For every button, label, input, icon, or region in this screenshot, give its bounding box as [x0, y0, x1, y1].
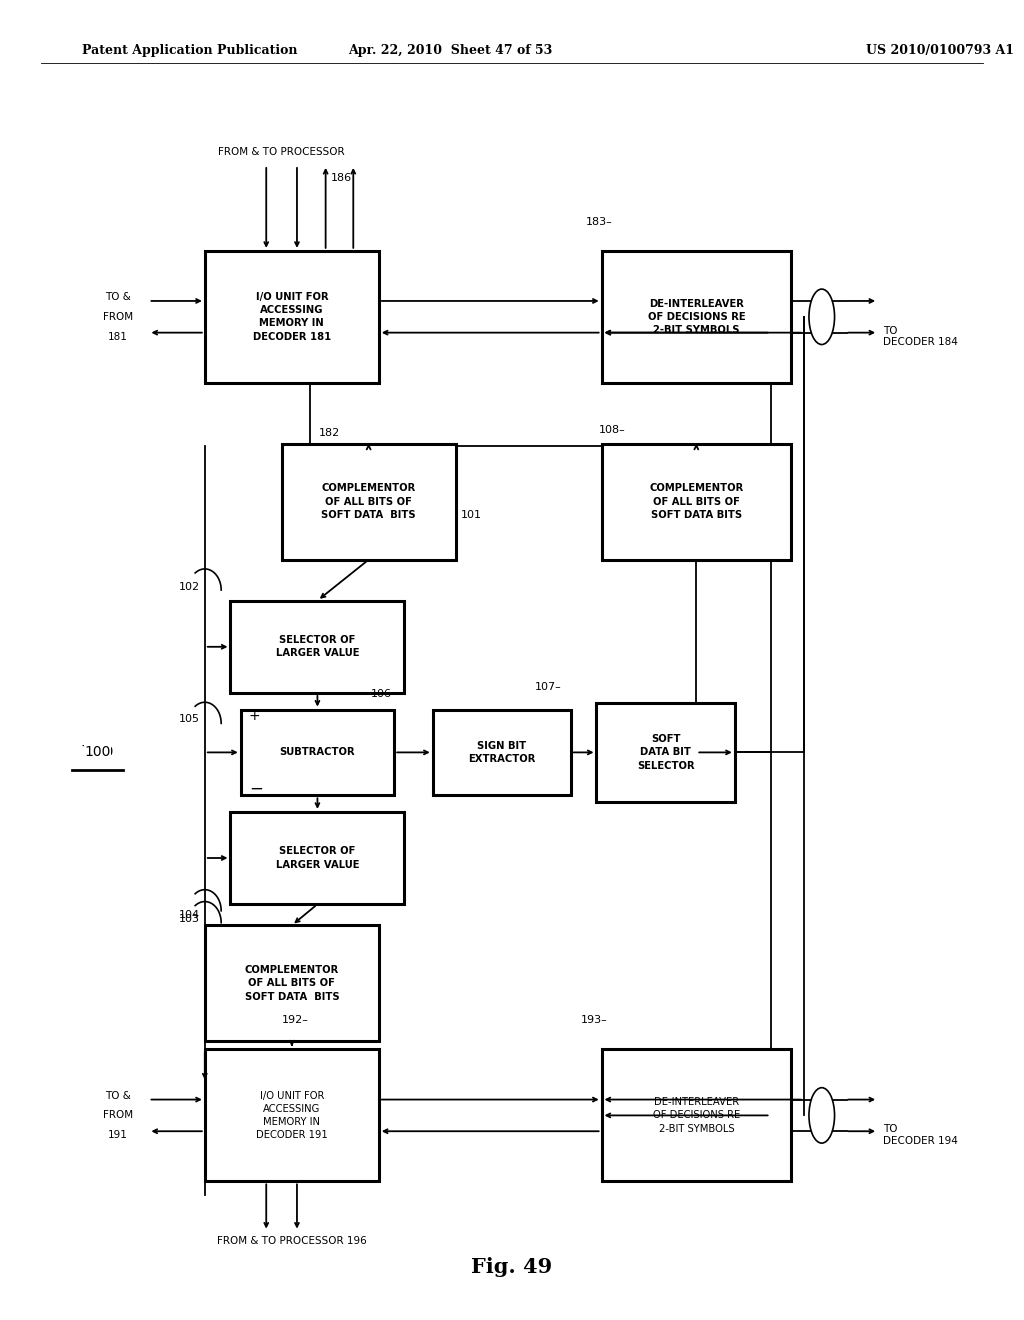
FancyBboxPatch shape	[241, 710, 394, 795]
Text: 192–: 192–	[282, 1015, 308, 1026]
Text: SIGN BIT
EXTRACTOR: SIGN BIT EXTRACTOR	[468, 741, 536, 764]
Text: 191: 191	[108, 1130, 128, 1140]
Text: DE-INTERLEAVER
OF DECISIONS RE
2-BIT SYMBOLS: DE-INTERLEAVER OF DECISIONS RE 2-BIT SYM…	[652, 1097, 740, 1134]
FancyBboxPatch shape	[230, 812, 404, 904]
Text: US 2010/0100793 A1: US 2010/0100793 A1	[865, 44, 1014, 57]
FancyBboxPatch shape	[602, 251, 791, 383]
Text: 103: 103	[178, 913, 200, 924]
Text: −: −	[249, 780, 263, 797]
Text: SELECTOR OF
LARGER VALUE: SELECTOR OF LARGER VALUE	[275, 846, 359, 870]
Text: 105: 105	[178, 714, 200, 725]
Text: ¯100: ¯100	[81, 746, 114, 759]
Text: 181: 181	[108, 331, 128, 342]
Text: 183–: 183–	[586, 216, 613, 227]
Text: 102: 102	[178, 582, 200, 593]
Text: FROM & TO PROCESSOR: FROM & TO PROCESSOR	[218, 147, 345, 157]
Text: Fig. 49: Fig. 49	[471, 1257, 553, 1278]
FancyBboxPatch shape	[205, 251, 379, 383]
Text: +: +	[249, 709, 260, 723]
Text: I/O UNIT FOR
ACCESSING
MEMORY IN
DECODER 191: I/O UNIT FOR ACCESSING MEMORY IN DECODER…	[256, 1090, 328, 1140]
Text: COMPLEMENTOR
OF ALL BITS OF
SOFT DATA BITS: COMPLEMENTOR OF ALL BITS OF SOFT DATA BI…	[649, 483, 743, 520]
Text: TO
DECODER 194: TO DECODER 194	[884, 1125, 958, 1146]
FancyBboxPatch shape	[596, 702, 735, 801]
Text: TO &: TO &	[104, 1090, 131, 1101]
Text: DE-INTERLEAVER
OF DECISIONS RE
2-BIT SYMBOLS: DE-INTERLEAVER OF DECISIONS RE 2-BIT SYM…	[647, 298, 745, 335]
Text: Patent Application Publication: Patent Application Publication	[82, 44, 297, 57]
Text: SELECTOR OF
LARGER VALUE: SELECTOR OF LARGER VALUE	[275, 635, 359, 659]
Text: COMPLEMENTOR
OF ALL BITS OF
SOFT DATA  BITS: COMPLEMENTOR OF ALL BITS OF SOFT DATA BI…	[322, 483, 416, 520]
FancyBboxPatch shape	[602, 444, 791, 560]
Ellipse shape	[809, 1088, 835, 1143]
Text: 182: 182	[318, 428, 340, 438]
Text: 108–: 108–	[599, 425, 626, 436]
Text: FROM & TO PROCESSOR 196: FROM & TO PROCESSOR 196	[217, 1236, 367, 1246]
FancyBboxPatch shape	[230, 601, 404, 693]
Text: FROM: FROM	[102, 312, 133, 322]
Text: TO &: TO &	[104, 292, 131, 302]
FancyBboxPatch shape	[205, 925, 379, 1041]
FancyBboxPatch shape	[282, 444, 456, 560]
Text: 104: 104	[178, 909, 200, 920]
Text: I/O UNIT FOR
ACCESSING
MEMORY IN
DECODER 181: I/O UNIT FOR ACCESSING MEMORY IN DECODER…	[253, 292, 331, 342]
Text: Apr. 22, 2010  Sheet 47 of 53: Apr. 22, 2010 Sheet 47 of 53	[348, 44, 553, 57]
FancyBboxPatch shape	[432, 710, 571, 795]
Text: 107–: 107–	[535, 682, 562, 692]
Text: SUBTRACTOR: SUBTRACTOR	[280, 747, 355, 758]
Text: SOFT
DATA BIT
SELECTOR: SOFT DATA BIT SELECTOR	[637, 734, 694, 771]
Text: 186: 186	[331, 173, 352, 183]
Text: 106–: 106–	[371, 689, 398, 698]
FancyBboxPatch shape	[602, 1049, 791, 1181]
Text: TO
DECODER 184: TO DECODER 184	[884, 326, 958, 347]
FancyBboxPatch shape	[205, 1049, 379, 1181]
Text: 100: 100	[84, 746, 111, 759]
Text: COMPLEMENTOR
OF ALL BITS OF
SOFT DATA  BITS: COMPLEMENTOR OF ALL BITS OF SOFT DATA BI…	[245, 965, 339, 1002]
Text: FROM: FROM	[102, 1110, 133, 1121]
Text: 101: 101	[461, 510, 482, 520]
Ellipse shape	[809, 289, 835, 345]
Text: 193–: 193–	[582, 1015, 608, 1026]
